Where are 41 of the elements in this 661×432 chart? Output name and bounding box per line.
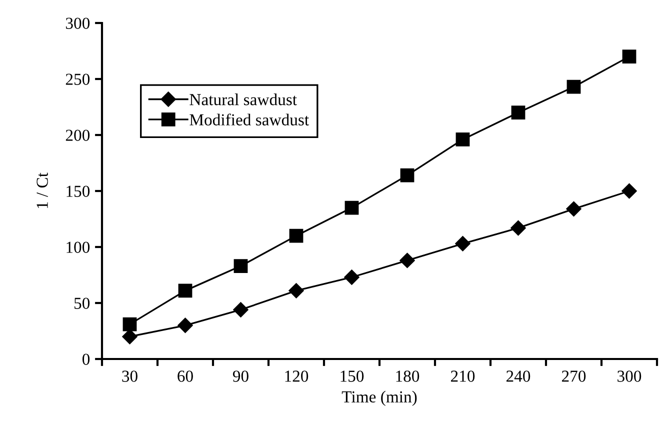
point [178, 318, 193, 333]
y-tick-label: 200 [66, 130, 90, 141]
point [456, 132, 470, 146]
y-axis-title: 1 / Ct [36, 172, 48, 208]
y-tick-label: 300 [66, 18, 90, 29]
point [122, 317, 137, 332]
y-tick-label: 250 [66, 74, 90, 85]
point [510, 220, 526, 236]
x-tick-label: 120 [285, 370, 308, 382]
y-tick-label: 100 [66, 242, 90, 253]
x-tick-label: 90 [232, 370, 248, 382]
x-axis-title: Time (min) [342, 390, 417, 406]
point [566, 80, 581, 94]
x-tick-label: 300 [618, 370, 642, 382]
x-tick-label: 270 [562, 370, 586, 382]
point [344, 200, 359, 215]
point [400, 168, 414, 182]
point [289, 228, 304, 243]
x-tick-label: 60 [178, 370, 193, 382]
legend-label: Natural sawdust [190, 94, 297, 106]
point [344, 270, 360, 285]
x-tick-label: 240 [506, 370, 530, 382]
x-tick-label: 180 [396, 370, 420, 382]
y-tick-label: 50 [74, 298, 90, 309]
point [622, 183, 637, 199]
point [566, 201, 582, 216]
x-tick-label: 30 [122, 370, 138, 382]
point [288, 283, 304, 298]
point [400, 252, 415, 268]
point [511, 106, 526, 120]
point [178, 284, 192, 298]
point [455, 236, 470, 252]
y-tick-label: 150 [66, 186, 90, 197]
point [122, 329, 138, 344]
y-tick-label: 0 [82, 354, 90, 365]
x-tick-label: 150 [340, 370, 364, 382]
point [234, 259, 248, 273]
legend-label: Modified sawdust [190, 114, 309, 126]
x-tick-label: 210 [450, 370, 475, 382]
point [622, 50, 636, 64]
point [233, 302, 248, 318]
